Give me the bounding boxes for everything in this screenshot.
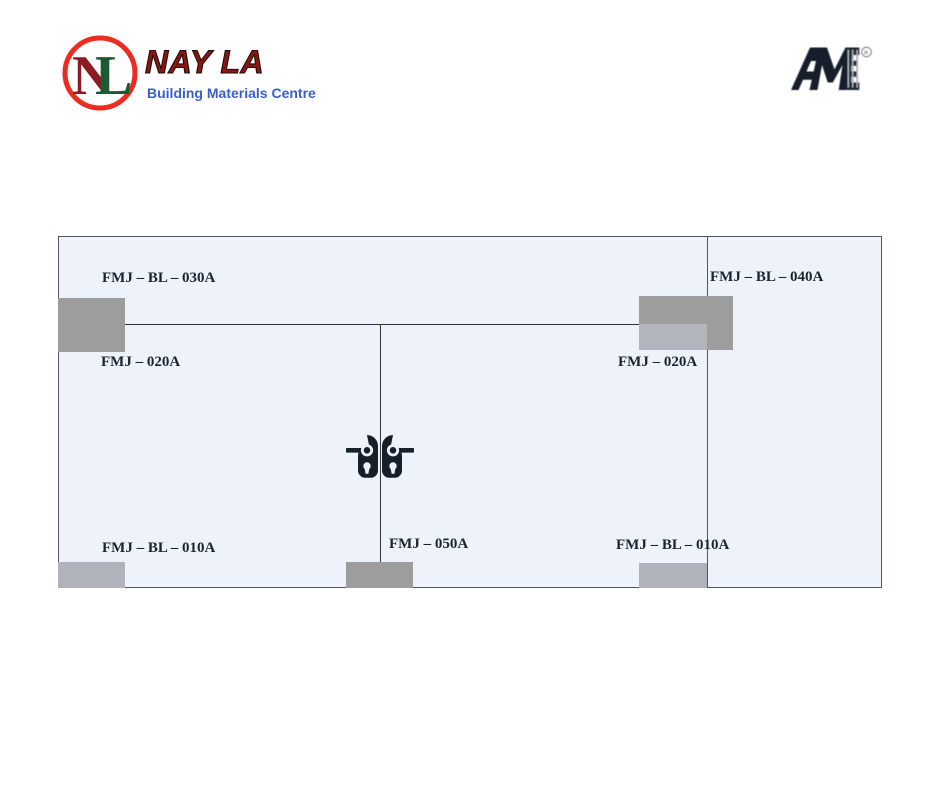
svg-text:L: L	[95, 45, 132, 107]
svg-text:R: R	[864, 50, 868, 56]
